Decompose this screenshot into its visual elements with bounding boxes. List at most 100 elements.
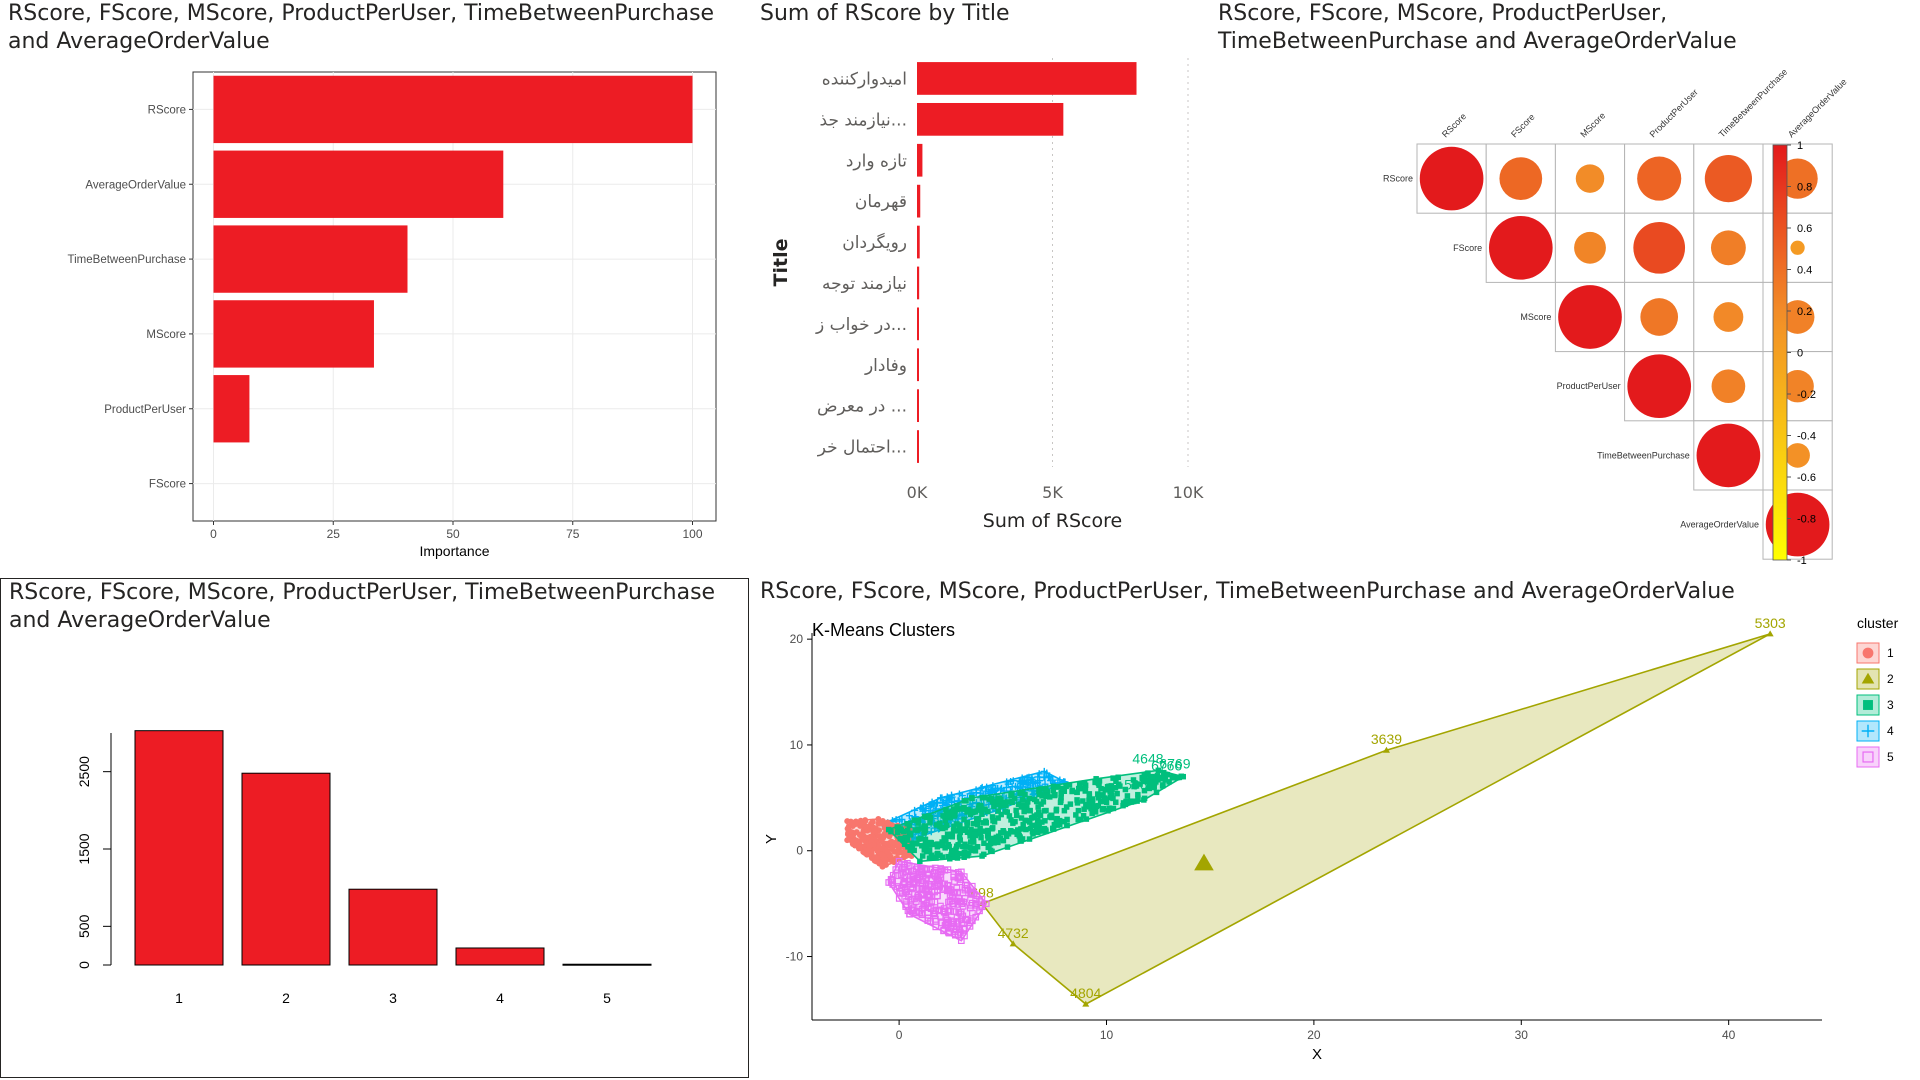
legend-label: 3 — [1887, 698, 1894, 712]
cluster-point — [1035, 770, 1043, 778]
cluster-point — [1149, 773, 1155, 780]
cluster-point — [864, 834, 871, 841]
bar — [134, 730, 224, 966]
chart-subtitle: K-Means Clusters — [812, 620, 955, 640]
bar — [917, 266, 920, 300]
corr-circle — [1780, 300, 1815, 334]
cluster-point — [1146, 785, 1152, 792]
x-axis-label: Importance — [419, 543, 489, 559]
y-tick-label: در معرض ... — [817, 397, 907, 417]
cluster-point — [960, 898, 968, 906]
color-bar-label: 0.2 — [1797, 306, 1812, 318]
rscore-by-title-visual[interactable]: Sum of RScore by Title 0K 5K 10K امیدوارکنن… — [752, 0, 1207, 565]
cluster-point — [844, 837, 851, 844]
cluster-point — [1047, 794, 1053, 800]
cluster-point — [888, 838, 895, 845]
y-tick-label: 1500 — [76, 833, 92, 864]
cluster-size-visual[interactable]: RScore, FScore, MScore, ProductPerUser, … — [0, 578, 749, 1078]
visual-title: RScore, FScore, MScore, ProductPerUser, … — [9, 580, 716, 633]
cluster-point — [1013, 807, 1019, 814]
corr-circle — [1790, 240, 1805, 255]
cluster-point — [1027, 807, 1033, 814]
corr-circle — [1627, 354, 1692, 419]
cluster-point — [1004, 780, 1012, 788]
cluster-point — [1018, 804, 1025, 810]
x-tick-label: 4 — [496, 990, 504, 1006]
cluster-point — [931, 854, 937, 861]
cluster-point — [1114, 790, 1120, 797]
cluster-point — [1194, 853, 1214, 871]
cluster-point — [904, 827, 911, 834]
cluster-point — [937, 794, 945, 802]
cluster-point — [961, 804, 967, 811]
color-bar-label: 0.6 — [1797, 223, 1812, 235]
cluster-point — [1029, 829, 1036, 835]
x-tick-label: 30 — [1515, 1028, 1529, 1042]
cluster-point — [956, 929, 964, 936]
cluster-point — [1155, 767, 1162, 774]
cluster-point — [961, 816, 967, 823]
correlation-visual[interactable]: RScore, FScore, MScore, ProductPerUser, … — [1210, 0, 1920, 567]
cluster-point — [1074, 789, 1080, 796]
cluster-point — [1133, 783, 1140, 789]
bar — [917, 143, 923, 177]
cluster-point — [977, 829, 984, 836]
cluster-point — [1064, 822, 1070, 829]
x-tick-label: 2 — [282, 990, 290, 1006]
cluster-point — [879, 863, 886, 870]
y-tick-label: AverageOrderValue — [85, 179, 186, 191]
cluster-point — [960, 924, 968, 932]
cluster-point — [911, 806, 919, 814]
cluster-point — [1035, 829, 1041, 836]
x-axis-label: X — [1312, 1046, 1322, 1063]
corr-circle — [1558, 285, 1622, 349]
kmeans-chart: K-Means Clusters 0 10 20 30 40 -10 0 10 20 X Y 5303 3… — [763, 615, 1899, 1063]
cluster-point — [1079, 785, 1085, 792]
cluster-point — [953, 843, 960, 850]
color-bar-label: 0.4 — [1797, 265, 1812, 277]
cluster-point — [1057, 799, 1064, 806]
cluster-point — [927, 828, 935, 836]
importance-visual[interactable]: RScore, FScore, MScore, ProductPerUser, … — [0, 0, 745, 565]
kmeans-visual[interactable]: RScore, FScore, MScore, ProductPerUser, … — [752, 578, 1920, 1078]
cluster-point — [1018, 826, 1024, 832]
cluster-point — [1019, 796, 1026, 803]
column-label: ProductPerUser — [1648, 87, 1700, 139]
cluster-point — [917, 835, 924, 842]
cluster-point — [961, 854, 967, 860]
cluster-point — [1026, 836, 1033, 842]
corr-circle — [1640, 298, 1679, 336]
cluster-point — [1059, 785, 1066, 792]
cluster-point — [1026, 795, 1033, 802]
cluster-point — [907, 883, 915, 891]
color-bar-label: 0 — [1797, 348, 1803, 360]
cluster-point — [1862, 647, 1874, 659]
cluster-point — [947, 856, 953, 862]
cluster-point — [1117, 783, 1123, 789]
cluster-point — [1113, 799, 1119, 805]
bar — [917, 225, 920, 259]
y-tick-label: در خواب ز... — [815, 315, 907, 335]
cluster-point — [933, 822, 940, 828]
cluster-point — [1113, 778, 1119, 785]
cluster-point — [1080, 798, 1086, 804]
legend-label: 2 — [1887, 672, 1894, 686]
cluster-point — [967, 844, 973, 851]
cluster-point — [951, 813, 958, 819]
cluster-point — [1047, 777, 1055, 785]
cluster-point — [948, 897, 956, 905]
cluster-point — [1040, 799, 1047, 805]
cluster-point — [915, 907, 922, 915]
cluster-point — [957, 908, 965, 916]
cluster-point — [864, 827, 871, 834]
cluster-hull — [980, 633, 1771, 1006]
cluster-point — [1146, 781, 1153, 787]
cluster-point — [936, 906, 943, 914]
cluster-point — [889, 871, 897, 879]
color-bar-label: -0.2 — [1797, 389, 1816, 401]
cluster-point — [1074, 800, 1081, 806]
cluster-point — [998, 811, 1004, 818]
cluster-point — [905, 844, 911, 850]
cluster-point — [1006, 813, 1013, 819]
bar — [917, 348, 919, 382]
